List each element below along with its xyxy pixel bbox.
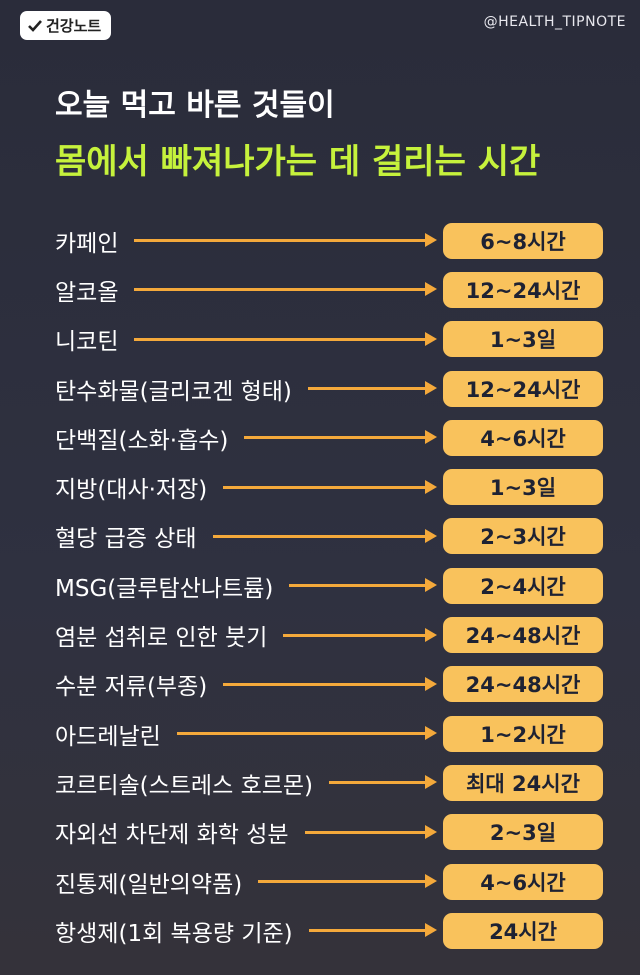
badge-text: 건강노트 — [46, 17, 102, 35]
row: 코르티솔(스트레스 호르몬) 최대 24시간 — [55, 758, 603, 807]
item-label: 자외선 차단제 화학 성분 — [55, 822, 289, 849]
item-label: 아드레날린 — [55, 723, 161, 750]
item-label: 진통제(일반의약품) — [55, 871, 243, 898]
arrow — [134, 331, 437, 346]
arrow — [307, 381, 438, 396]
title-line2: 몸에서 빠져나가는 데 걸리는 시간 — [55, 142, 541, 182]
arrow — [223, 676, 437, 691]
time-pill: 1~3일 — [443, 321, 603, 358]
time-pill: 12~24시간 — [443, 271, 603, 308]
row: 염분 섭취로 인한 붓기 24~48시간 — [55, 610, 603, 659]
row: 단백질(소화·흡수) 4~6시간 — [55, 413, 603, 462]
time-pill: 2~3일 — [443, 814, 603, 851]
row: MSG(글루탐산나트륨) 2~4시간 — [55, 561, 603, 610]
arrow — [329, 775, 437, 790]
time-pill: 6~8시간 — [443, 222, 603, 259]
arrow — [308, 923, 438, 938]
badge: 건강노트 — [20, 11, 112, 40]
rows: 카페인 6~8시간 알코올 12~24시간 니코틴 1~3일 탄수화물(글리코겐 형태) 12… — [55, 216, 603, 955]
item-label: MSG(글루탐산나트륨) — [55, 575, 274, 602]
check-icon — [28, 19, 42, 32]
item-label: 알코올 — [55, 279, 119, 306]
item-label: 코르티솔(스트레스 호르몬) — [55, 772, 314, 799]
item-label: 지방(대사·저장) — [55, 477, 208, 504]
time-pill: 2~3시간 — [443, 518, 603, 555]
item-label: 단백질(소화·흡수) — [55, 427, 229, 454]
time-pill: 최대 24시간 — [443, 764, 603, 801]
item-label: 니코틴 — [55, 329, 119, 356]
row: 카페인 6~8시간 — [55, 216, 603, 265]
time-pill: 2~4시간 — [443, 567, 603, 604]
arrow — [223, 479, 437, 494]
arrow — [134, 233, 437, 248]
arrow — [134, 282, 437, 297]
time-pill: 12~24시간 — [443, 370, 603, 407]
time-pill: 24~48시간 — [443, 666, 603, 703]
time-pill: 24~48시간 — [443, 617, 603, 654]
arrow — [283, 627, 437, 642]
time-pill: 24시간 — [443, 912, 603, 949]
handle: @HEALTH_TIPNOTE — [483, 14, 626, 30]
time-pill: 1~2시간 — [443, 715, 603, 752]
time-pill: 1~3일 — [443, 469, 603, 506]
item-label: 항생제(1회 복용량 기준) — [55, 920, 293, 947]
row: 아드레날린 1~2시간 — [55, 709, 603, 758]
row: 혈당 급증 상태 2~3시간 — [55, 512, 603, 561]
arrow — [176, 726, 438, 741]
item-label: 카페인 — [55, 230, 119, 257]
row: 진통제(일반의약품) 4~6시간 — [55, 857, 603, 906]
title-line1: 오늘 먹고 바른 것들이 — [55, 88, 335, 123]
row: 자외선 차단제 화학 성분 2~3일 — [55, 808, 603, 857]
arrow — [212, 528, 438, 543]
row: 수분 저류(부종) 24~48시간 — [55, 660, 603, 709]
item-label: 염분 섭취로 인한 붓기 — [55, 625, 268, 652]
arrow — [258, 874, 437, 888]
row: 탄수화물(글리코겐 형태) 12~24시간 — [55, 364, 603, 413]
item-label: 혈당 급증 상태 — [55, 526, 197, 553]
row: 지방(대사·저장) 1~3일 — [55, 462, 603, 511]
time-pill: 4~6시간 — [443, 419, 603, 456]
arrow — [304, 824, 438, 839]
time-pill: 4~6시간 — [443, 863, 603, 900]
row: 알코올 12~24시간 — [55, 265, 603, 314]
row: 항생제(1회 복용량 기준) 24시간 — [55, 906, 603, 955]
item-label: 수분 저류(부종) — [55, 674, 208, 701]
arrow — [244, 430, 437, 445]
row: 니코틴 1~3일 — [55, 315, 603, 364]
arrow — [289, 578, 437, 593]
item-label: 탄수화물(글리코겐 형태) — [55, 378, 292, 405]
